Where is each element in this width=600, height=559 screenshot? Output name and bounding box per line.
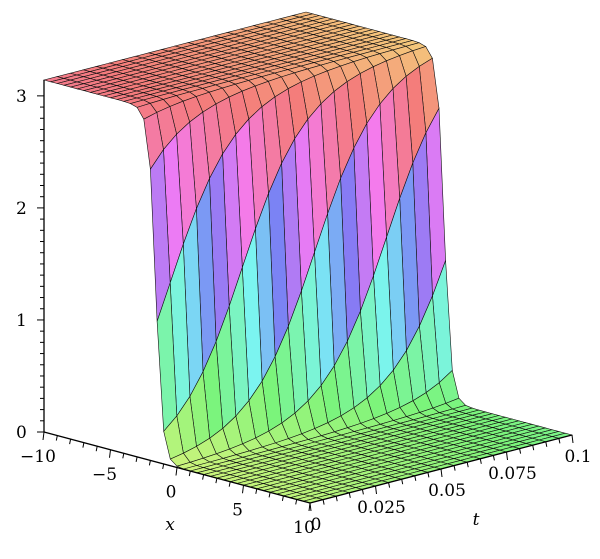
x-tick	[162, 463, 165, 470]
x-tick	[228, 481, 231, 487]
x-tick	[281, 495, 284, 501]
z-tick-label: 2	[16, 199, 27, 219]
x-axis-label: x	[165, 515, 175, 535]
x-tick-label: 10	[293, 518, 315, 538]
x-tick-label: −10	[20, 447, 56, 467]
t-tick	[375, 485, 377, 495]
x-tick	[215, 478, 218, 484]
x-axis-ticks: −10 −5 0 5 10	[20, 431, 315, 538]
x-tick-label: 5	[232, 500, 243, 520]
t-axis-label: t	[473, 510, 480, 530]
z-tick-label: 3	[16, 87, 27, 107]
t-tick	[519, 448, 522, 454]
t-tick-label: 0.05	[428, 481, 466, 501]
t-tick	[348, 492, 351, 498]
t-tick	[466, 462, 469, 468]
t-tick	[322, 499, 325, 505]
t-tick	[558, 438, 561, 444]
t-tick	[309, 502, 312, 512]
x-tick	[255, 488, 258, 494]
x-tick	[268, 492, 271, 498]
surface-mesh	[42, 11, 574, 504]
z-tick-label: 1	[16, 311, 27, 331]
x-tick	[42, 431, 45, 441]
t-tick	[401, 479, 404, 485]
t-tick-label: 0.1	[564, 447, 591, 467]
axes: 0 1 2 3 −10 −5 0 5 10 0 0.025 0.05 0.075 0.1 x t	[16, 80, 592, 538]
x-tick	[122, 453, 125, 459]
x-tick	[69, 439, 72, 445]
x-tick	[109, 449, 111, 458]
t-tick	[440, 468, 443, 478]
x-tick	[242, 485, 244, 494]
x-tick	[95, 446, 98, 452]
z-tick-label: 0	[16, 423, 27, 443]
t-tick-label: 0.025	[357, 498, 406, 518]
x-tick	[135, 456, 138, 462]
t-tick	[506, 451, 508, 461]
t-axis-ticks: 0 0.025 0.05 0.075 0.1	[309, 434, 592, 535]
x-tick	[148, 460, 151, 466]
x-tick-label: 0	[166, 483, 177, 503]
t-tick-label: 0	[311, 515, 322, 535]
x-tick	[202, 474, 205, 480]
t-tick	[335, 496, 338, 502]
x-tick	[175, 467, 178, 476]
x-tick-label: −5	[92, 465, 117, 485]
x-tick	[55, 435, 58, 441]
t-tick	[453, 465, 456, 471]
t-tick	[427, 472, 430, 478]
t-tick-label: 0.075	[488, 464, 537, 484]
t-tick	[492, 455, 495, 461]
t-tick	[571, 434, 574, 444]
t-tick	[545, 441, 548, 447]
t-tick	[479, 458, 482, 464]
x-tick	[295, 499, 298, 505]
t-tick	[532, 445, 535, 451]
t-tick	[388, 482, 391, 488]
z-axis-ticks: 0 1 2 3	[16, 87, 44, 443]
t-tick	[361, 489, 364, 495]
x-tick	[82, 442, 85, 448]
t-tick	[414, 475, 417, 481]
x-tick	[188, 470, 191, 477]
